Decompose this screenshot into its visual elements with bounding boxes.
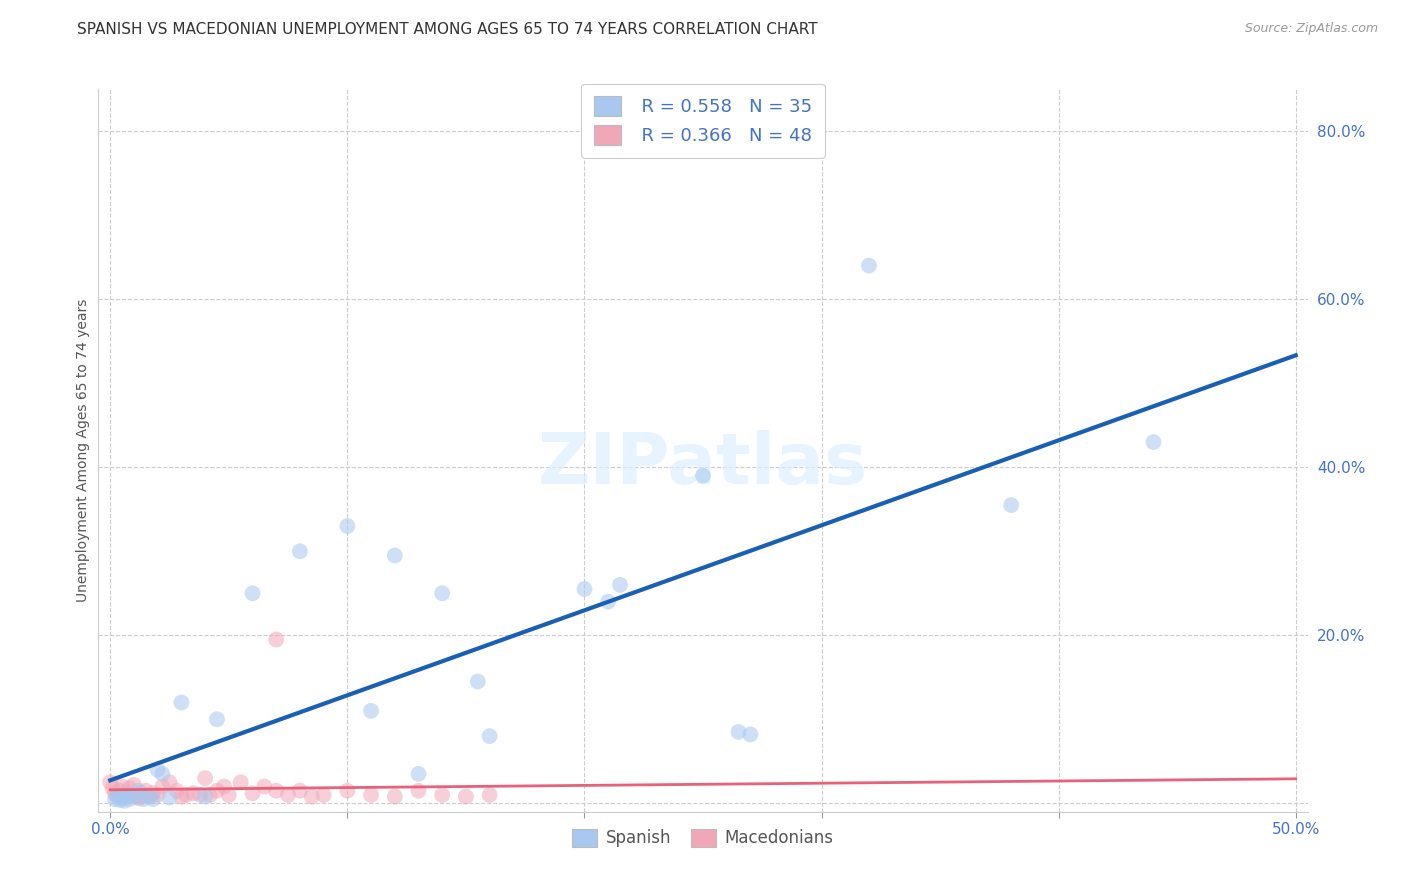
Point [288,544,311,558]
Point [174,788,197,802]
Point [288,783,311,797]
Point [111,791,134,805]
Point [98,775,121,789]
Point [146,788,169,802]
Point [139,789,162,804]
Point [105,788,128,802]
Point [264,632,287,647]
Point [146,763,169,777]
Point [152,780,174,794]
Point [253,780,276,794]
Point [166,783,188,797]
Point [181,786,204,800]
Point [128,783,150,797]
Point [277,788,299,802]
Point [159,775,181,789]
Point [312,788,335,802]
Point [121,788,143,802]
Point [136,789,159,804]
Text: Source: ZipAtlas.com: Source: ZipAtlas.com [1244,22,1378,36]
Point [360,788,382,802]
Point [408,767,430,781]
Point [125,789,148,804]
Point [101,781,124,796]
Point [432,788,454,802]
Point [454,789,477,804]
Point [384,789,406,804]
Point [108,793,131,807]
Point [198,788,221,802]
Point [301,789,323,804]
Point [264,783,287,797]
Point [229,775,252,789]
Point [152,767,174,781]
Point [692,468,714,483]
Point [727,725,749,739]
Point [190,788,212,802]
Point [132,792,155,806]
Point [242,786,264,800]
Point [170,696,193,710]
Point [129,786,152,800]
Point [114,794,136,808]
Point [205,783,228,797]
Point [142,792,165,806]
Point [194,789,217,804]
Point [432,586,454,600]
Point [132,789,155,804]
Point [104,792,127,806]
Point [574,582,596,596]
Point [122,789,145,804]
Point [115,788,138,802]
Point [336,783,359,797]
Point [384,549,406,563]
Text: ZIPatlas: ZIPatlas [538,431,868,500]
Point [111,780,134,794]
Point [159,790,181,805]
Point [135,783,157,797]
Point [115,786,138,800]
Point [242,586,264,600]
Point [858,259,880,273]
Point [118,792,141,806]
Point [212,780,235,794]
Y-axis label: Unemployment Among Ages 65 to 74 years: Unemployment Among Ages 65 to 74 years [76,299,90,602]
Point [122,778,145,792]
Point [114,789,136,804]
Point [142,786,165,800]
Point [467,674,489,689]
Point [360,704,382,718]
Point [218,788,240,802]
Point [1000,498,1022,512]
Point [598,595,620,609]
Point [609,578,631,592]
Point [105,789,128,804]
Point [108,783,131,797]
Point [478,729,501,743]
Point [194,771,217,785]
Point [170,789,193,804]
Point [128,791,150,805]
Legend: Spanish, Macedonians: Spanish, Macedonians [565,822,841,854]
Point [118,781,141,796]
Point [136,788,159,802]
Point [336,519,359,533]
Point [104,786,127,800]
Point [408,783,430,797]
Point [205,712,228,726]
Point [740,727,762,741]
Text: SPANISH VS MACEDONIAN UNEMPLOYMENT AMONG AGES 65 TO 74 YEARS CORRELATION CHART: SPANISH VS MACEDONIAN UNEMPLOYMENT AMONG… [77,22,818,37]
Point [1142,435,1164,450]
Point [478,788,501,802]
